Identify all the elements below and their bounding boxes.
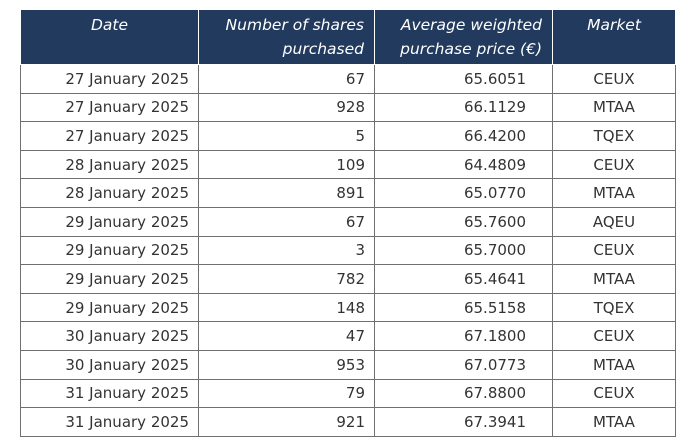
cell-price: 67.8800 <box>374 378 553 409</box>
cell-date: 29 January 2025 <box>20 264 199 294</box>
cell-date: 27 January 2025 <box>20 64 199 94</box>
cell-market: CEUX <box>552 64 676 94</box>
cell-date: 27 January 2025 <box>20 121 199 151</box>
header-shares: Number of shares purchased <box>198 9 375 65</box>
cell-price: 67.3941 <box>374 407 553 437</box>
cell-shares: 953 <box>198 349 375 380</box>
cell-market: TQEX <box>552 292 676 323</box>
cell-shares: 148 <box>198 292 375 323</box>
cell-price: 67.0773 <box>374 349 553 380</box>
cell-shares: 47 <box>198 321 375 351</box>
cell-date: 29 January 2025 <box>20 292 199 323</box>
table-row: 28 January 2025 891 65.0770 MTAA <box>20 178 676 208</box>
cell-price: 67.1800 <box>374 321 553 351</box>
cell-date: 28 January 2025 <box>20 178 199 208</box>
cell-shares: 67 <box>198 64 375 94</box>
cell-shares: 928 <box>198 92 375 123</box>
cell-date: 28 January 2025 <box>20 149 199 180</box>
cell-date: 29 January 2025 <box>20 235 199 266</box>
table-row: 30 January 2025 47 67.1800 CEUX <box>20 321 676 351</box>
table-row: 29 January 2025 148 65.5158 TQEX <box>20 292 676 323</box>
cell-market: MTAA <box>552 178 676 208</box>
header-row: Date Number of shares purchased Average … <box>20 9 676 65</box>
cell-price: 65.0770 <box>374 178 553 208</box>
table-row: 29 January 2025 782 65.4641 MTAA <box>20 264 676 294</box>
share-purchase-table: Date Number of shares purchased Average … <box>20 9 676 437</box>
header-price: Average weighted purchase price (€) <box>374 9 553 65</box>
cell-shares: 5 <box>198 121 375 151</box>
cell-date: 31 January 2025 <box>20 378 199 409</box>
cell-market: MTAA <box>552 349 676 380</box>
cell-date: 30 January 2025 <box>20 349 199 380</box>
cell-market: CEUX <box>552 321 676 351</box>
cell-price: 64.4809 <box>374 149 553 180</box>
cell-market: CEUX <box>552 235 676 266</box>
cell-price: 66.1129 <box>374 92 553 123</box>
table-row: 31 January 2025 79 67.8800 CEUX <box>20 378 676 409</box>
cell-shares: 891 <box>198 178 375 208</box>
cell-shares: 67 <box>198 206 375 237</box>
cell-price: 65.4641 <box>374 264 553 294</box>
cell-shares: 3 <box>198 235 375 266</box>
cell-price: 65.5158 <box>374 292 553 323</box>
cell-shares: 921 <box>198 407 375 437</box>
table-row: 27 January 2025 5 66.4200 TQEX <box>20 121 676 151</box>
cell-date: 30 January 2025 <box>20 321 199 351</box>
cell-price: 66.4200 <box>374 121 553 151</box>
cell-shares: 109 <box>198 149 375 180</box>
table-row: 31 January 2025 921 67.3941 MTAA <box>20 407 676 437</box>
cell-price: 65.6051 <box>374 64 553 94</box>
cell-date: 29 January 2025 <box>20 206 199 237</box>
cell-market: MTAA <box>552 264 676 294</box>
cell-shares: 79 <box>198 378 375 409</box>
header-date: Date <box>20 9 199 65</box>
cell-market: AQEU <box>552 206 676 237</box>
cell-market: CEUX <box>552 378 676 409</box>
cell-price: 65.7000 <box>374 235 553 266</box>
cell-market: TQEX <box>552 121 676 151</box>
cell-price: 65.7600 <box>374 206 553 237</box>
cell-market: MTAA <box>552 92 676 123</box>
cell-date: 27 January 2025 <box>20 92 199 123</box>
table-row: 27 January 2025 67 65.6051 CEUX <box>20 64 676 94</box>
table-row: 29 January 2025 3 65.7000 CEUX <box>20 235 676 266</box>
share-purchase-table-container: Date Number of shares purchased Average … <box>20 9 676 437</box>
cell-market: MTAA <box>552 407 676 437</box>
table-row: 28 January 2025 109 64.4809 CEUX <box>20 149 676 180</box>
table-row: 27 January 2025 928 66.1129 MTAA <box>20 92 676 123</box>
table-row: 29 January 2025 67 65.7600 AQEU <box>20 206 676 237</box>
table-body: 27 January 2025 67 65.6051 CEUX 27 January 2… <box>20 64 676 437</box>
cell-date: 31 January 2025 <box>20 407 199 437</box>
cell-shares: 782 <box>198 264 375 294</box>
table-row: 30 January 2025 953 67.0773 MTAA <box>20 349 676 380</box>
header-market: Market <box>552 9 676 65</box>
cell-market: CEUX <box>552 149 676 180</box>
